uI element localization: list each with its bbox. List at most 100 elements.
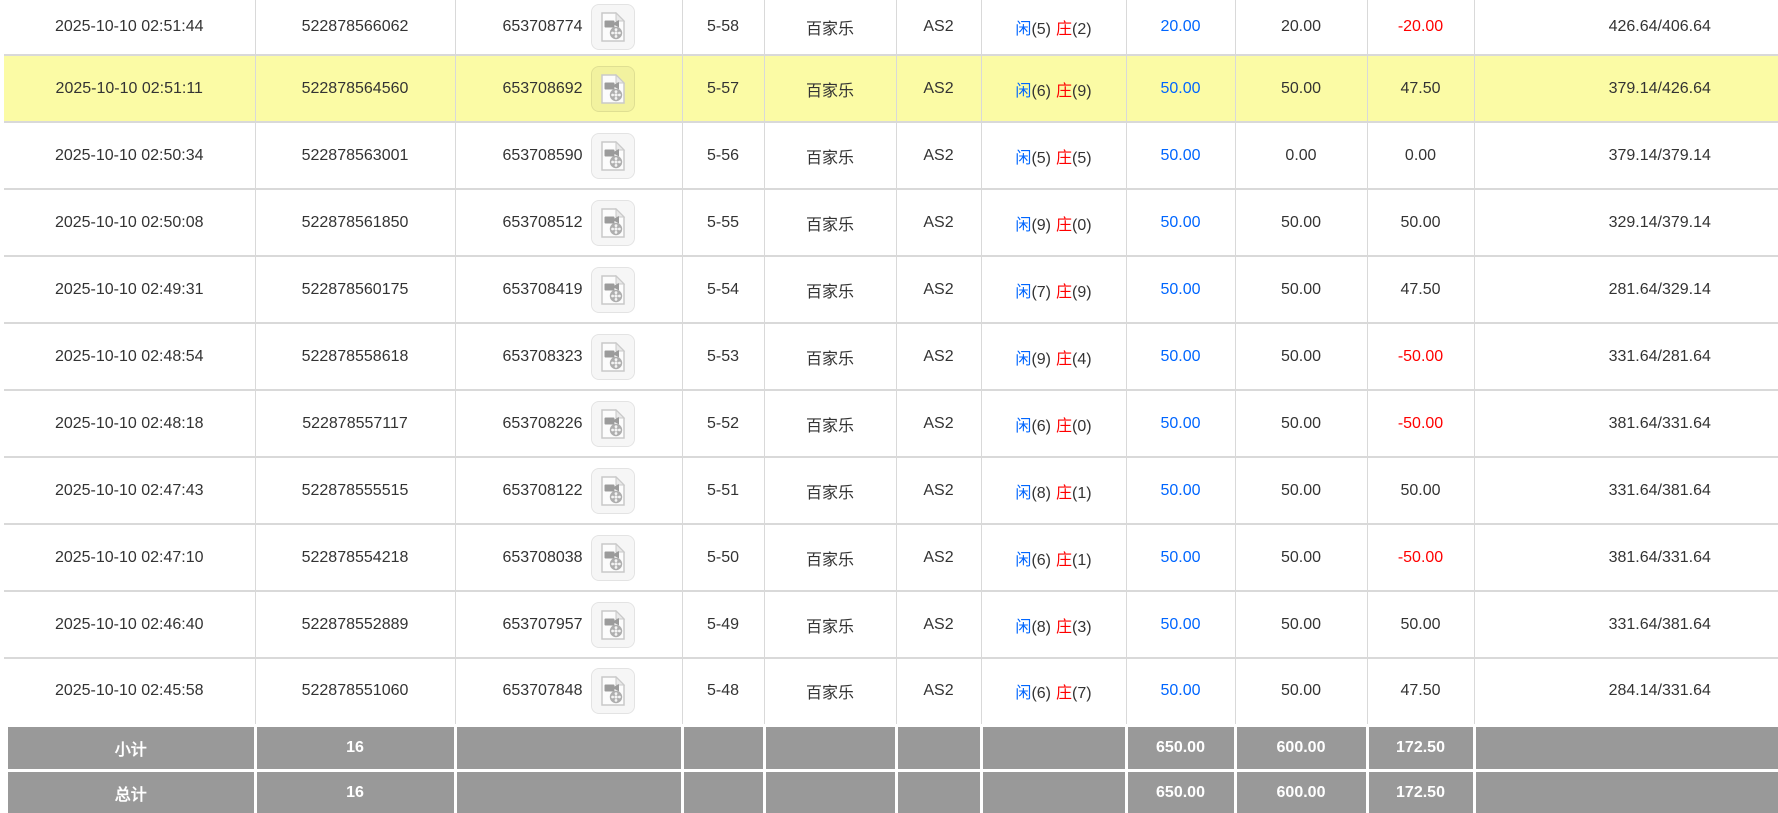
player-score: (6) <box>1031 685 1051 703</box>
table-row[interactable]: 2025-10-10 02:46:40 522878552889 6537079… <box>4 591 1778 659</box>
valid-bet-amount[interactable]: 50.00 <box>1126 524 1236 592</box>
summary-empty-cell <box>680 723 764 770</box>
round-number: 5-51 <box>682 457 765 525</box>
player-label: 闲 <box>1015 484 1032 502</box>
summary-empty-cell <box>979 768 1126 813</box>
banker-score: (5) <box>1072 149 1092 167</box>
video-replay-button[interactable] <box>590 65 635 112</box>
balance-before-after: 379.14/426.64 <box>1474 55 1778 123</box>
summary-count: 16 <box>253 723 455 770</box>
player-label: 闲 <box>1015 21 1032 38</box>
video-file-icon <box>600 207 625 238</box>
table-row[interactable]: 2025-10-10 02:47:10 522878554218 6537080… <box>4 524 1778 592</box>
order-id: 522878551060 <box>255 658 456 726</box>
balance-before-after: 426.64/406.64 <box>1474 0 1778 56</box>
video-replay-button[interactable] <box>590 400 635 447</box>
table-code: AS2 <box>896 256 982 324</box>
balance-before-after: 331.64/281.64 <box>1474 323 1778 391</box>
video-replay-button[interactable] <box>590 534 635 581</box>
game-name: 百家乐 <box>764 658 897 726</box>
summary-label: 小计 <box>0 723 255 770</box>
game-result: 闲(6) 庄(1) <box>981 524 1127 592</box>
valid-bet-amount[interactable]: 50.00 <box>1126 591 1236 659</box>
summary-empty-cell <box>979 723 1126 770</box>
table-code: AS2 <box>896 457 982 525</box>
game-result: 闲(7) 庄(9) <box>981 256 1127 324</box>
table-row[interactable]: 2025-10-10 02:48:18 522878557117 6537082… <box>4 390 1778 458</box>
bet-amount: 50.00 <box>1235 457 1368 525</box>
valid-bet-amount[interactable]: 50.00 <box>1126 189 1236 257</box>
summary-empty-cell <box>762 723 896 770</box>
video-replay-button[interactable] <box>590 132 635 179</box>
table-code: AS2 <box>896 0 982 56</box>
banker-score: (1) <box>1072 551 1092 569</box>
game-round-id-cell: 653708774 <box>455 0 683 56</box>
bet-time: 2025-10-10 02:46:40 <box>4 591 256 659</box>
table-row[interactable]: 2025-10-10 02:45:58 522878551060 6537078… <box>4 658 1778 726</box>
video-replay-button[interactable] <box>590 266 635 313</box>
game-round-id-cell: 653708323 <box>455 323 683 391</box>
video-file-icon <box>600 73 625 104</box>
banker-score: (2) <box>1072 21 1092 38</box>
game-round-id-cell: 653708590 <box>455 122 683 190</box>
video-replay-button[interactable] <box>590 467 635 514</box>
table-code: AS2 <box>896 55 982 123</box>
game-name: 百家乐 <box>764 189 897 257</box>
table-row[interactable]: 2025-10-10 02:50:08 522878561850 6537085… <box>4 189 1778 257</box>
summary-empty-cell <box>1472 723 1778 770</box>
game-round-id-cell: 653708122 <box>455 457 683 525</box>
table-row[interactable]: 2025-10-10 02:51:44 522878566062 6537087… <box>4 0 1778 56</box>
banker-score: (9) <box>1072 283 1092 301</box>
valid-bet-amount[interactable]: 50.00 <box>1126 256 1236 324</box>
table-row[interactable]: 2025-10-10 02:50:34 522878563001 6537085… <box>4 122 1778 190</box>
game-result: 闲(5) 庄(5) <box>981 122 1127 190</box>
records-footer: 小计 16 650.00 600.00 172.50 总计 16 650.00 … <box>0 723 1778 813</box>
banker-label: 庄 <box>1056 685 1073 703</box>
summary-empty-cell <box>894 768 981 813</box>
summary-bet-total: 600.00 <box>1233 768 1367 813</box>
valid-bet-amount[interactable]: 50.00 <box>1126 323 1236 391</box>
banker-score: (3) <box>1072 618 1092 636</box>
order-id: 522878560175 <box>255 256 456 324</box>
player-label: 闲 <box>1015 685 1032 703</box>
video-replay-button[interactable] <box>590 4 635 50</box>
video-file-icon <box>600 475 625 506</box>
bet-time: 2025-10-10 02:47:10 <box>4 524 256 592</box>
game-result: 闲(5) 庄(2) <box>981 0 1127 56</box>
table-row[interactable]: 2025-10-10 02:49:31 522878560175 6537084… <box>4 256 1778 324</box>
bet-amount: 50.00 <box>1235 591 1368 659</box>
video-file-icon <box>600 542 625 573</box>
table-code: AS2 <box>896 390 982 458</box>
valid-bet-amount[interactable]: 50.00 <box>1126 122 1236 190</box>
bet-time: 2025-10-10 02:48:18 <box>4 390 256 458</box>
balance-before-after: 381.64/331.64 <box>1474 524 1778 592</box>
banker-label: 庄 <box>1056 283 1073 301</box>
summary-win-loss-total: 172.50 <box>1365 768 1474 813</box>
video-replay-button[interactable] <box>590 333 635 380</box>
video-replay-button[interactable] <box>590 199 635 246</box>
valid-bet-amount[interactable]: 50.00 <box>1126 55 1236 123</box>
table-row[interactable]: 2025-10-10 02:51:11 522878564560 6537086… <box>4 55 1778 123</box>
win-loss-amount: 50.00 <box>1367 189 1475 257</box>
valid-bet-amount[interactable]: 50.00 <box>1126 457 1236 525</box>
bet-time: 2025-10-10 02:51:44 <box>4 0 256 56</box>
balance-before-after: 381.64/331.64 <box>1474 390 1778 458</box>
game-round-id-cell: 653708512 <box>455 189 683 257</box>
table-row[interactable]: 2025-10-10 02:48:54 522878558618 6537083… <box>4 323 1778 391</box>
player-label: 闲 <box>1015 618 1032 636</box>
game-round-id-cell: 653708419 <box>455 256 683 324</box>
game-name: 百家乐 <box>764 390 897 458</box>
banker-label: 庄 <box>1056 350 1073 368</box>
valid-bet-amount[interactable]: 50.00 <box>1126 390 1236 458</box>
valid-bet-amount[interactable]: 20.00 <box>1126 0 1236 56</box>
video-replay-button[interactable] <box>590 668 635 715</box>
video-replay-button[interactable] <box>590 601 635 648</box>
order-id: 522878557117 <box>255 390 456 458</box>
valid-bet-amount[interactable]: 50.00 <box>1126 658 1236 726</box>
win-loss-amount: -20.00 <box>1367 0 1475 56</box>
order-id: 522878566062 <box>255 0 456 56</box>
table-code: AS2 <box>896 524 982 592</box>
table-row[interactable]: 2025-10-10 02:47:43 522878555515 6537081… <box>4 457 1778 525</box>
banker-score: (0) <box>1072 216 1092 234</box>
